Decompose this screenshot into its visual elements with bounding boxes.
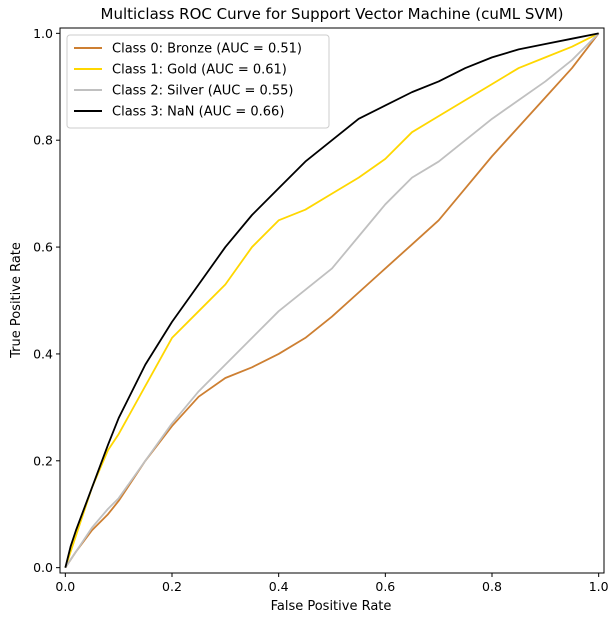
roc-curve-class-2	[64, 32, 600, 569]
roc-curves	[64, 32, 600, 569]
x-axis-label: False Positive Rate	[271, 599, 392, 614]
y-tick-label: 0.8	[33, 133, 53, 148]
y-tick-label: 0.6	[33, 240, 53, 255]
legend-box	[66, 34, 330, 129]
roc-curve-class-0	[64, 32, 600, 569]
x-tick-label: 0.4	[269, 579, 289, 594]
chart-title: Multiclass ROC Curve for Support Vector …	[101, 5, 564, 23]
y-tick-label: 0.2	[33, 453, 53, 468]
x-tick-label: 0.2	[162, 579, 182, 594]
legend-label-class-0: Class 0: Bronze (AUC = 0.51)	[112, 42, 302, 57]
y-tick-label: 0.4	[33, 346, 53, 361]
legend-label-class-1: Class 1: Gold (AUC = 0.61)	[112, 63, 287, 78]
x-axis-ticks: 0.0 0.2 0.4 0.6 0.8 1.0	[55, 573, 609, 594]
plot-frame	[59, 27, 605, 574]
roc-curve-class-3	[64, 32, 599, 568]
y-tick-label: 1.0	[33, 26, 53, 41]
x-tick-label: 0.0	[55, 579, 75, 594]
x-tick-label: 0.8	[482, 579, 502, 594]
y-axis-label: True Positive Rate	[9, 242, 24, 359]
x-tick-label: 1.0	[589, 579, 609, 594]
y-tick-label: 0.0	[33, 560, 53, 575]
y-axis-ticks: 0.0 0.2 0.4 0.6 0.8 1.0	[33, 26, 60, 575]
roc-curve-class-1	[64, 32, 600, 568]
legend-label-class-3: Class 3: NaN (AUC = 0.66)	[112, 105, 284, 120]
legend-label-class-2: Class 2: Silver (AUC = 0.55)	[112, 84, 294, 99]
x-tick-label: 0.6	[375, 579, 395, 594]
legend: Class 0: Bronze (AUC = 0.51) Class 1: Gol…	[66, 34, 330, 129]
